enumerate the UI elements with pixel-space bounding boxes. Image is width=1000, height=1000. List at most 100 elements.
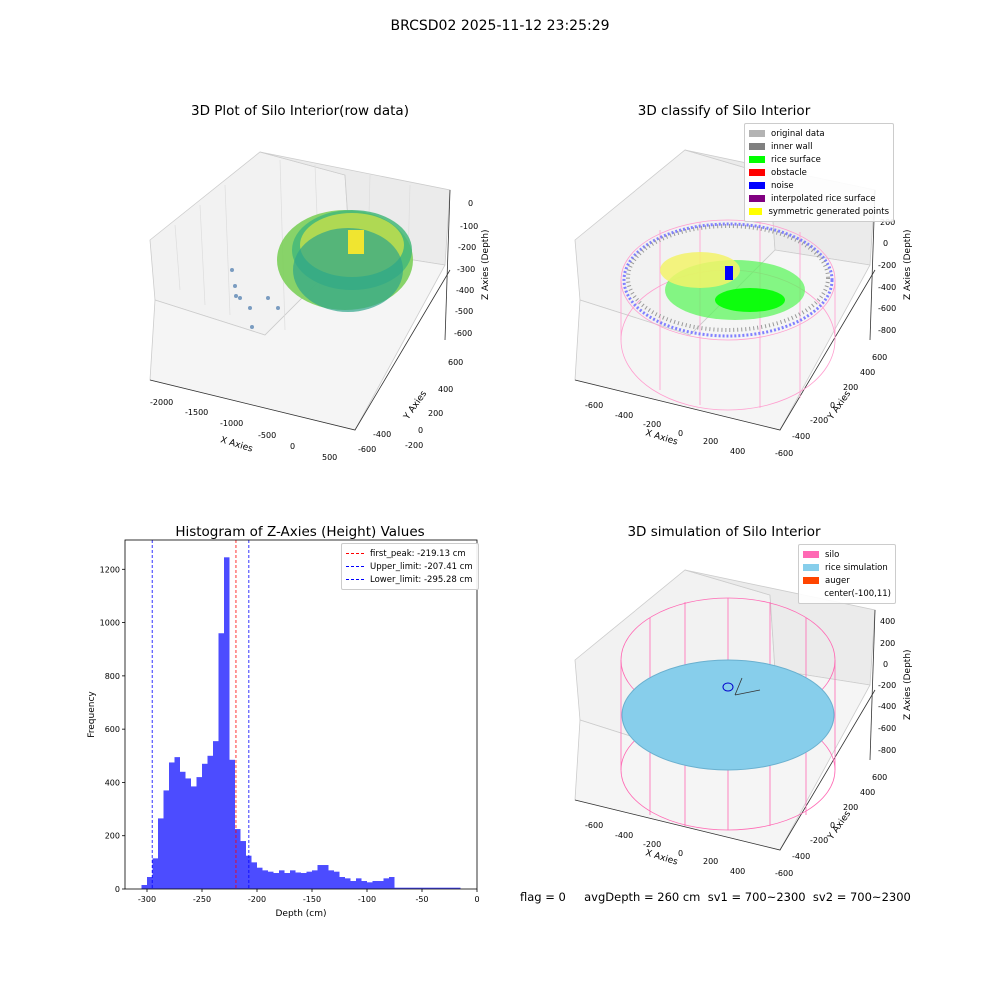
histogram-chart: -300 -250 -200 -150 -100 -50 0 0 200 400 600 800 10… xyxy=(87,539,480,919)
simulation-y-tick: 200 xyxy=(843,803,858,812)
y-tick-label: 800 xyxy=(105,672,120,681)
histogram-x-label: Depth (cm) xyxy=(275,909,326,919)
histogram-bar xyxy=(174,757,180,889)
classify-y-ticks: 600 400 200 0 -200 -400 -600 xyxy=(775,353,887,458)
classify-x-tick: -200 xyxy=(643,420,661,429)
classify-z-tick: 200 xyxy=(880,218,895,227)
histogram-bar xyxy=(229,759,235,889)
simulation-z-label: Z Axies (Depth) xyxy=(903,649,913,720)
histogram-bar xyxy=(367,882,373,889)
simulation-y-tick: 600 xyxy=(872,773,887,782)
x-tick-label: 0 xyxy=(474,895,479,904)
classify-x-tick: -600 xyxy=(585,401,603,410)
histogram-bar xyxy=(257,867,263,889)
histogram-y-label: Frequency xyxy=(87,691,97,738)
histogram-reference-lines xyxy=(151,540,250,889)
classify-x-ticks: -600 -400 -200 0 200 400 xyxy=(585,401,745,456)
legend-item-obstacle: obstacle xyxy=(749,166,889,179)
raw-z-tick: -100 xyxy=(460,222,478,231)
simulation-x-tick: 0 xyxy=(678,849,683,858)
simulation-z-tick: 0 xyxy=(883,660,888,669)
histogram-frame xyxy=(124,539,478,890)
histogram-bar xyxy=(345,878,351,889)
classify-z-tick: 0 xyxy=(883,239,888,248)
raw-z-tick: -200 xyxy=(458,243,476,252)
histogram-bar xyxy=(312,870,318,889)
raw-y-tick: -600 xyxy=(358,445,376,454)
histogram-bar xyxy=(334,871,340,889)
raw-z-tick: -600 xyxy=(454,329,472,338)
simulation-3d-plot: -600 -400 -200 0 200 400 X Axies 600 400… xyxy=(574,569,913,878)
simulation-y-tick: 400 xyxy=(860,788,875,797)
legend-label: original data xyxy=(771,128,825,139)
simulation-z-tick: 400 xyxy=(880,617,895,626)
legend-item-rice-surface: rice surface xyxy=(749,153,889,166)
histogram-bar xyxy=(284,873,290,889)
histogram-bar xyxy=(394,887,400,889)
classify-y-tick: 400 xyxy=(860,368,875,377)
y-tick-label: 1000 xyxy=(100,619,120,628)
classify-z-tick: -600 xyxy=(878,304,896,313)
legend-item-original-data: original data xyxy=(749,127,889,140)
classify-y-tick: -200 xyxy=(810,416,828,425)
raw-z-tick: -500 xyxy=(455,307,473,316)
legend-swatch xyxy=(749,208,763,215)
y-tick-label: 400 xyxy=(105,778,120,787)
legend-item-upper-limit: Upper_limit: -207.41 cm xyxy=(346,560,474,573)
raw-y-tick: 200 xyxy=(428,409,443,418)
histogram-bar xyxy=(141,885,147,889)
simulation-y-tick: -400 xyxy=(792,852,810,861)
histogram-bar xyxy=(449,887,455,889)
classify-x-tick: -400 xyxy=(615,411,633,420)
histogram-bar xyxy=(306,871,312,889)
legend-item-first-peak: first_peak: -219.13 cm xyxy=(346,547,474,560)
legend-item-interpolated: interpolated rice surface xyxy=(749,192,889,205)
classify-x-tick: 400 xyxy=(730,447,745,456)
histogram-bar xyxy=(158,818,164,889)
legend-swatch xyxy=(803,577,819,584)
raw-point-cloud xyxy=(230,210,413,329)
y-tick-label: 200 xyxy=(105,832,120,841)
raw-x-label: X Axies xyxy=(219,435,254,454)
x-tick-label: -300 xyxy=(138,895,156,904)
legend-label: interpolated rice surface xyxy=(771,193,876,204)
histogram-bar xyxy=(224,557,230,889)
raw-x-tick: -500 xyxy=(258,431,276,440)
legend-label: inner wall xyxy=(771,141,813,152)
histogram-bar xyxy=(196,777,202,889)
histogram-bar xyxy=(279,870,285,889)
classify-y-tick: -400 xyxy=(792,432,810,441)
classify-legend: original data inner wall rice surface ob… xyxy=(744,123,894,222)
classify-x-tick: 200 xyxy=(703,437,718,446)
legend-item-noise: noise xyxy=(749,179,889,192)
histogram-bar xyxy=(301,873,307,889)
simulation-plot-title: 3D simulation of Silo Interior xyxy=(627,524,821,540)
histogram-bar xyxy=(378,881,384,889)
legend-item-symmetric: symmetric generated points xyxy=(749,205,889,218)
histogram-bar xyxy=(240,841,246,889)
auger-marker xyxy=(722,682,734,692)
histogram-bar xyxy=(383,878,389,889)
figure-title: BRCSD02 2025-11-12 23:25:29 xyxy=(390,18,610,34)
legend-swatch xyxy=(749,182,765,189)
histogram-bar xyxy=(389,877,395,889)
classify-y-tick: 0 xyxy=(830,401,835,410)
legend-label: obstacle xyxy=(771,167,807,178)
simulation-x-tick: -400 xyxy=(615,831,633,840)
legend-line-swatch xyxy=(346,566,364,567)
raw-y-ticks: 600 400 200 0 -200 -400 -600 xyxy=(358,358,463,454)
histogram-bar xyxy=(433,887,439,889)
raw-x-tick: -2000 xyxy=(150,398,173,407)
histogram-bar xyxy=(411,887,417,889)
histogram-bar xyxy=(295,872,301,889)
histogram-bars xyxy=(141,557,461,889)
histogram-bar xyxy=(213,741,219,889)
legend-label: Lower_limit: -295.28 cm xyxy=(370,574,473,585)
x-tick-label: -250 xyxy=(193,895,211,904)
simulation-y-tick: -200 xyxy=(810,836,828,845)
histogram-y-ticks: 0 200 400 600 800 1000 1200 xyxy=(100,565,125,894)
legend-label: Upper_limit: -207.41 cm xyxy=(370,561,473,572)
simulation-x-tick: -200 xyxy=(643,840,661,849)
classify-z-label: Z Axies (Depth) xyxy=(903,229,913,300)
legend-item-center: center(-100,11) xyxy=(803,587,891,600)
